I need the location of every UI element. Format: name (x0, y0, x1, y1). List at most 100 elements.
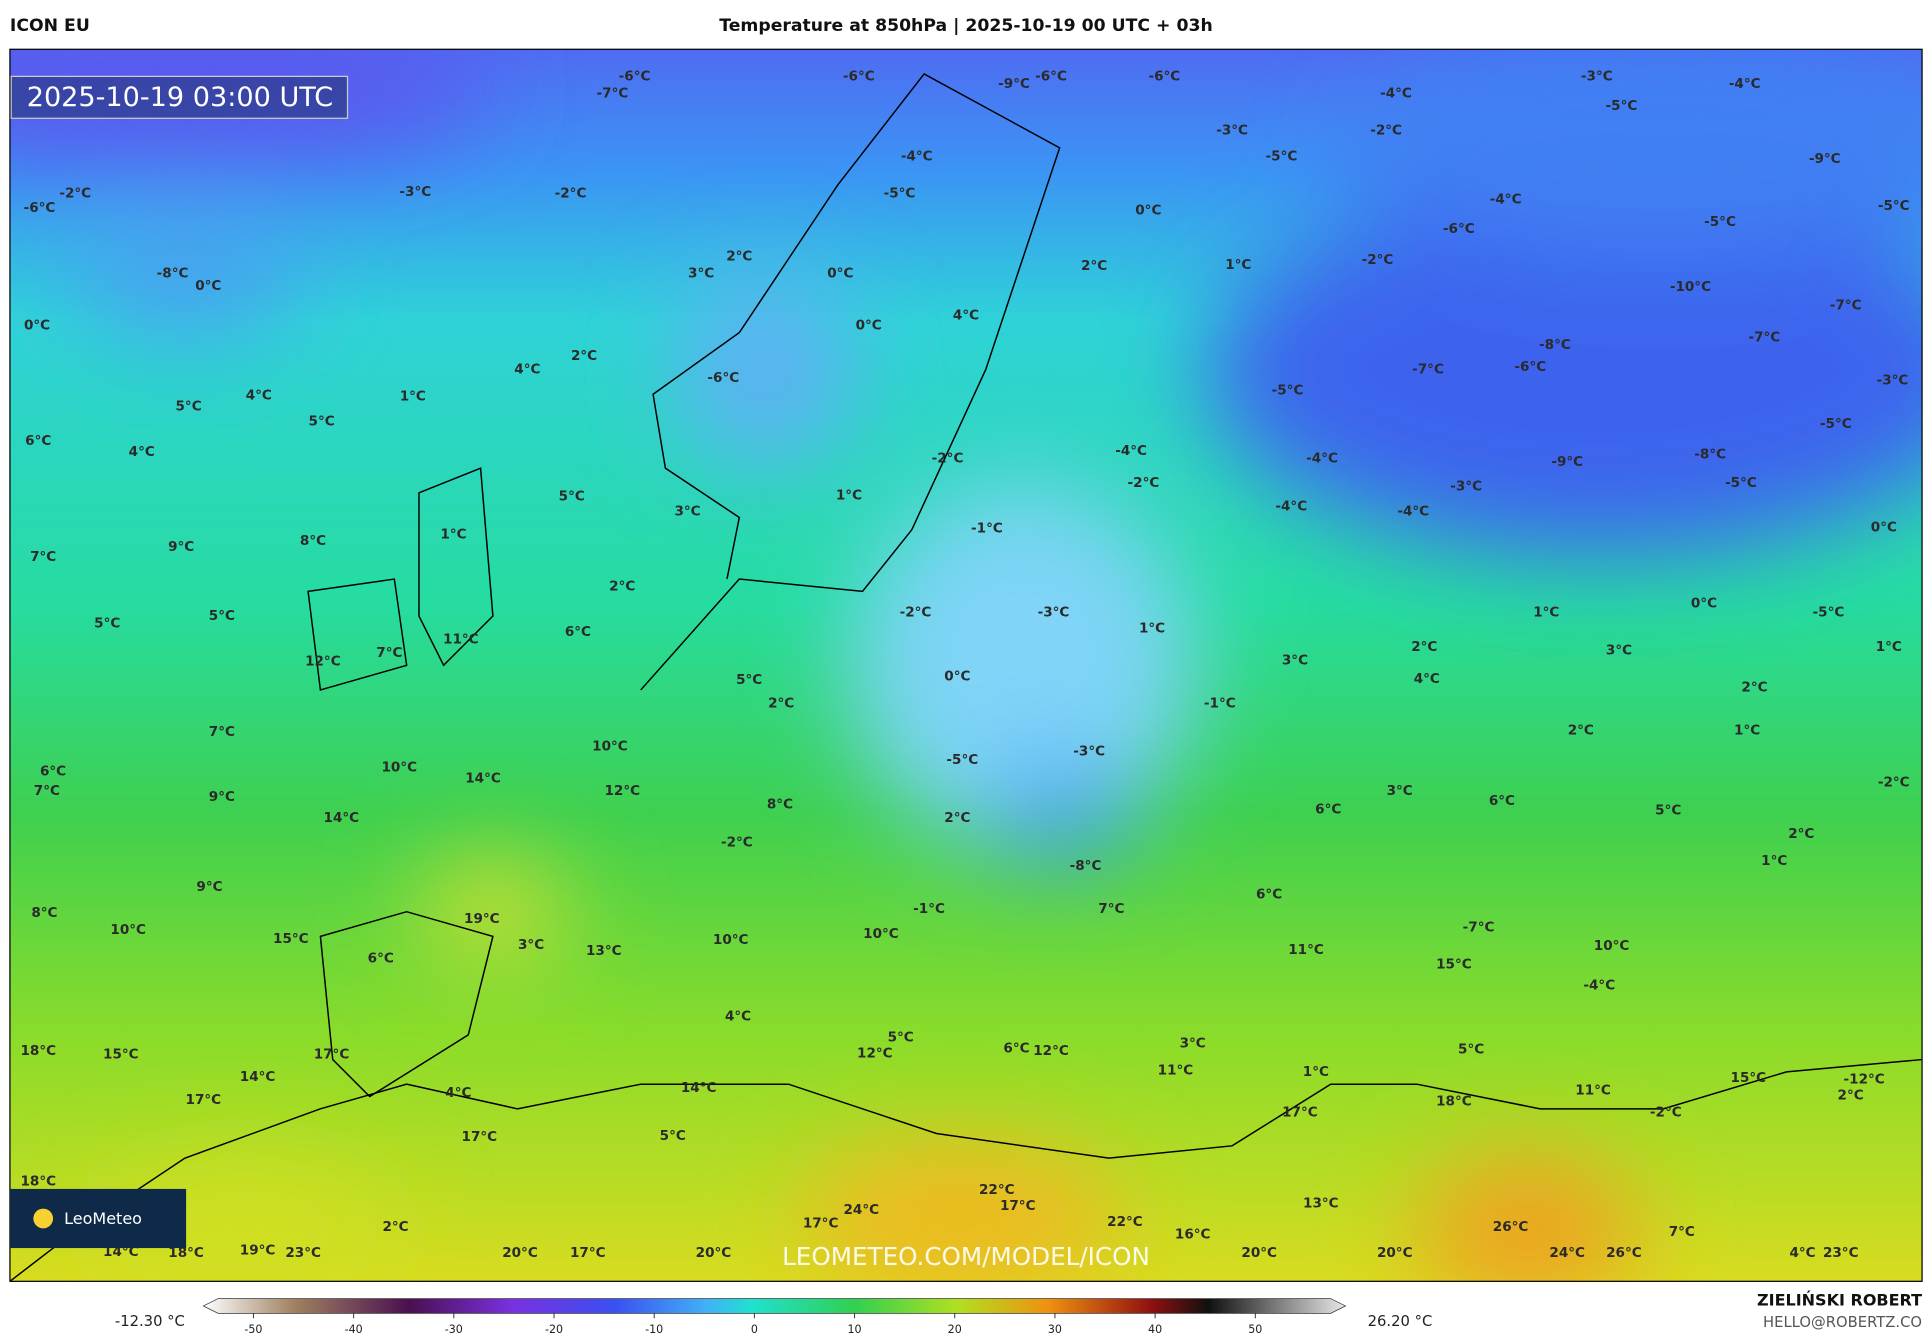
temperature-label: 14°C (465, 771, 501, 787)
temperature-label: -3°C (1450, 479, 1482, 495)
temperature-label: 12°C (857, 1045, 893, 1061)
logo-sun (33, 1208, 54, 1229)
temperature-label: 16°C (1175, 1227, 1211, 1243)
temperature-label: -6°C (707, 370, 739, 386)
temperature-label: 12°C (1033, 1043, 1069, 1059)
temperature-label: 20°C (502, 1245, 538, 1261)
temperature-label: 5°C (309, 413, 335, 429)
temperature-label: -7°C (1412, 362, 1444, 378)
temperature-label: 14°C (240, 1069, 276, 1085)
temperature-label: 10°C (381, 760, 417, 776)
temperature-label: 1°C (1876, 639, 1902, 655)
temperature-label: 2°C (726, 248, 752, 264)
temperature-label: 4°C (129, 444, 155, 460)
temperature-label: -2°C (1362, 252, 1394, 268)
temperature-label: -3°C (399, 184, 431, 200)
temperature-label: 5°C (176, 399, 202, 415)
temperature-label: 4°C (953, 307, 979, 323)
temperature-label: 6°C (1489, 793, 1515, 809)
temperature-label: 5°C (736, 672, 762, 688)
colorbar-tick-label: 50 (1248, 1323, 1262, 1336)
temperature-label: -4°C (1490, 192, 1522, 208)
temperature-label: 18°C (1436, 1093, 1472, 1109)
temperature-label: -2°C (900, 604, 932, 620)
temperature-label: 23°C (1823, 1245, 1859, 1261)
temperature-label: 23°C (285, 1245, 321, 1261)
colorbar-tick-label: 10 (848, 1323, 862, 1336)
temperature-label: 10°C (592, 739, 628, 755)
temperature-label: 7°C (34, 783, 60, 799)
map-title: Temperature at 850hPa | 2025-10-19 00 UT… (719, 16, 1213, 36)
timestamp: 2025-10-19 03:00 UTC (27, 82, 333, 113)
temperature-label: -2°C (1878, 774, 1910, 790)
temperature-label: 1°C (440, 527, 466, 543)
temperature-label: 5°C (888, 1029, 914, 1045)
min-value: -12.30 °C (115, 1313, 185, 1330)
temperature-label: -2°C (1370, 123, 1402, 139)
temperature-label: -6°C (24, 200, 56, 216)
temperature-label: 5°C (660, 1128, 686, 1144)
temperature-label: -4°C (1729, 76, 1761, 92)
model-name: ICON EU (10, 16, 90, 36)
temperature-label: -5°C (946, 752, 978, 768)
colorbar-tick-label: 20 (948, 1323, 962, 1336)
map-frame (9, 48, 1923, 1282)
temperature-label: 2°C (1838, 1087, 1864, 1103)
temperature-label: 3°C (1180, 1036, 1206, 1052)
temperature-label: 2°C (1741, 679, 1767, 695)
temperature-labels: -6°C -7°C -6°C -9°C -6°C -6°C -4°C -3°C -4°C -5°C… (20, 68, 1909, 1261)
temperature-label: 4°C (1414, 671, 1440, 687)
temperature-label: 10°C (863, 926, 899, 942)
colorbar-tick-label: -20 (545, 1323, 563, 1336)
temperature-label: -9°C (998, 76, 1030, 92)
temperature-label: 9°C (209, 789, 235, 805)
watermark: LEOMETEO.COM/MODEL/ICON (782, 1242, 1150, 1271)
temperature-label: 3°C (518, 937, 544, 953)
temperature-label: 1°C (1139, 620, 1165, 636)
temperature-label: 0°C (856, 317, 882, 333)
temperature-label: 9°C (196, 879, 222, 895)
temperature-label: -2°C (932, 450, 964, 466)
temperature-label: -8°C (1070, 858, 1102, 874)
temperature-label: -4°C (1397, 503, 1429, 519)
temperature-label: -7°C (597, 86, 629, 102)
temperature-label: 6°C (1315, 801, 1341, 817)
temperature-label: -5°C (1725, 475, 1757, 491)
temperature-label: 22°C (979, 1182, 1015, 1198)
temperature-label: -3°C (1581, 68, 1613, 84)
temperature-label: 6°C (25, 433, 51, 449)
temperature-label: -5°C (1606, 98, 1638, 114)
colorbar-tick-label: 40 (1148, 1323, 1162, 1336)
temperature-label: 2°C (1081, 258, 1107, 274)
temperature-label: -7°C (1463, 920, 1495, 936)
temperature-label: 7°C (1669, 1224, 1695, 1240)
temperature-label: 6°C (40, 763, 66, 779)
temperature-label: -2°C (555, 185, 587, 201)
temperature-label: -5°C (884, 185, 916, 201)
temperature-label: 0°C (944, 668, 970, 684)
temperature-label: 15°C (1436, 957, 1472, 973)
temperature-label: -12°C (1844, 1071, 1885, 1087)
temperature-label: 17°C (1000, 1198, 1036, 1214)
author: ZIELIŃSKI ROBERT (1757, 1291, 1922, 1310)
temperature-label: -4°C (1583, 978, 1615, 994)
temperature-label: 8°C (767, 797, 793, 813)
temperature-label: -9°C (1551, 454, 1583, 470)
temperature-label: -6°C (843, 68, 875, 84)
temperature-label: 11°C (1575, 1082, 1611, 1098)
temperature-label: 0°C (827, 266, 853, 282)
temperature-label: 14°C (681, 1080, 717, 1096)
temperature-label: -1°C (1204, 695, 1236, 711)
colorbar: -50 -40 -30 -20 -10 0 10 20 30 40 50 (202, 1298, 1347, 1336)
timestamp-box (10, 75, 349, 119)
temperature-label: -6°C (1035, 68, 1067, 84)
temperature-label: 2°C (571, 348, 597, 364)
temperature-label: 20°C (1377, 1245, 1413, 1261)
temperature-label: 14°C (324, 810, 360, 826)
temperature-label: 24°C (1549, 1245, 1585, 1261)
temperature-label: 1°C (1225, 257, 1251, 273)
temperature-label: -4°C (1380, 86, 1412, 102)
temperature-label: 3°C (1606, 643, 1632, 659)
colorbar-tick-label: -30 (445, 1323, 463, 1336)
temperature-label: -2°C (1128, 475, 1160, 491)
